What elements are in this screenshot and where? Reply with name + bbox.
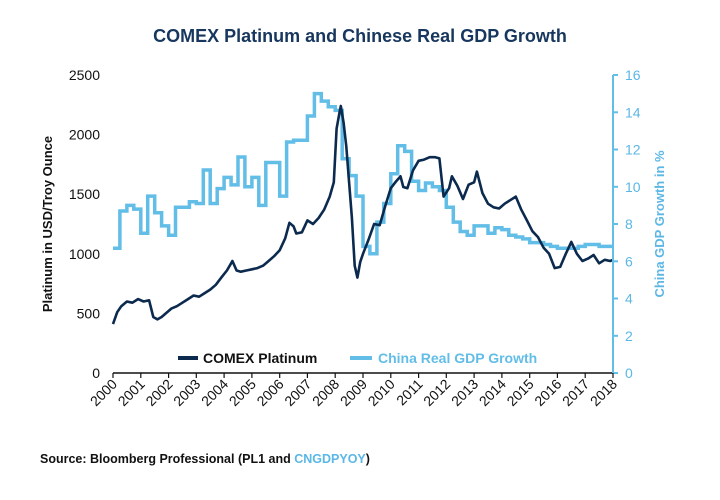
x-tick-label: 2005 [226, 376, 259, 409]
y-left-tick-label: 1500 [69, 186, 100, 202]
source-note: Source: Bloomberg Professional (PL1 and … [40, 452, 370, 466]
x-tick-label: 2004 [198, 376, 231, 409]
y-left-tick-label: 1000 [69, 246, 100, 262]
x-tick-label: 2009 [337, 376, 370, 409]
chart-title: COMEX Platinum and Chinese Real GDP Grow… [153, 26, 567, 46]
x-tick-label: 2003 [170, 376, 203, 409]
y-left-tick-label: 0 [92, 365, 100, 381]
x-tick-label: 2006 [253, 376, 286, 409]
source-code: CNGDPYOY [294, 452, 366, 466]
y-left-tick-label: 500 [77, 305, 101, 321]
x-tick-label: 2011 [393, 376, 426, 409]
source-prefix: Source: Bloomberg Professional (PL1 and [40, 452, 295, 466]
y-axis-left-label: Platinum in USD/Troy Ounce [40, 136, 55, 312]
x-tick-label: 2001 [115, 376, 148, 409]
y-right-tick-label: 16 [625, 67, 641, 83]
legend-label-platinum: COMEX Platinum [203, 350, 317, 366]
x-tick-label: 2008 [309, 376, 342, 409]
series-line-china-gdp [113, 91, 613, 256]
x-tick-label: 2016 [531, 376, 564, 409]
y-right-tick-label: 6 [625, 253, 633, 269]
y-left-tick-label: 2000 [69, 127, 100, 143]
y-right-tick-label: 8 [625, 216, 633, 232]
y-right-tick-label: 0 [625, 365, 633, 381]
y-axis-right-label: China GDP Growth in % [652, 150, 667, 298]
x-tick-label: 2002 [142, 376, 175, 409]
y-left-tick-label: 2500 [69, 67, 100, 83]
x-tick-label: 2007 [281, 376, 314, 409]
y-right-tick-label: 10 [625, 179, 641, 195]
y-right-tick-label: 12 [625, 142, 641, 158]
x-tick-label: 2010 [365, 376, 398, 409]
y-right-tick-label: 14 [625, 104, 641, 120]
x-tick-label: 2017 [559, 376, 592, 409]
x-tick-label: 2018 [587, 376, 620, 409]
source-suffix: ) [365, 452, 370, 466]
plot-area [111, 91, 614, 325]
y-right-tick-label: 2 [625, 328, 633, 344]
legend: COMEX Platinum China Real GDP Growth [178, 350, 537, 366]
x-tick-label: 2013 [448, 376, 481, 409]
series-line-comex-platinum [111, 104, 614, 325]
y-right-tick-label: 4 [625, 291, 633, 307]
x-tick-label: 2014 [476, 376, 509, 409]
x-tick-label: 2015 [503, 376, 536, 409]
x-tick-label: 2012 [420, 376, 453, 409]
legend-label-gdp: China Real GDP Growth [378, 350, 537, 366]
